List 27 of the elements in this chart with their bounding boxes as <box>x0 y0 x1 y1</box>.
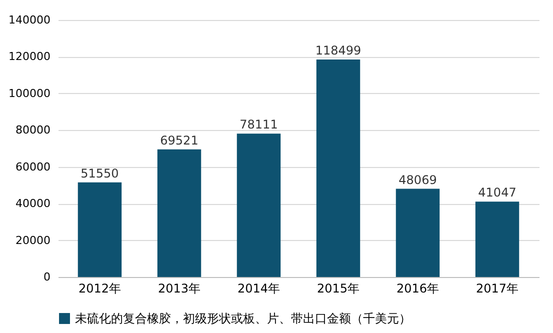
y-tick-label: 20000 <box>16 234 50 247</box>
y-tick-label: 140000 <box>8 14 50 26</box>
x-tick-label: 2013年 <box>158 282 201 296</box>
data-label: 48069 <box>398 172 437 187</box>
x-tick-label: 2012年 <box>78 282 122 296</box>
y-tick-label: 60000 <box>16 160 50 174</box>
y-tick-label: 0 <box>44 270 50 284</box>
bar <box>475 202 520 277</box>
data-label: 51550 <box>80 166 119 180</box>
y-tick-label: 80000 <box>16 124 50 137</box>
x-tick-label: 2017年 <box>476 282 519 296</box>
bar <box>316 59 360 277</box>
data-label: 69521 <box>160 133 198 148</box>
data-label: 118499 <box>315 43 362 58</box>
bar <box>157 149 202 277</box>
x-tick-label: 2016年 <box>396 282 440 296</box>
bar <box>78 182 122 277</box>
y-tick-label: 120000 <box>8 50 50 64</box>
y-tick-label: 40000 <box>16 197 50 210</box>
y-tick-label: 100000 <box>8 86 50 100</box>
x-tick-label: 2014年 <box>237 282 280 296</box>
legend-label: 未硫化的复合橡胶，初级形状或板、片、带出口金额（千美元） <box>75 312 411 326</box>
bar <box>396 188 440 277</box>
x-tick-label: 2015年 <box>316 282 360 296</box>
data-label: 78111 <box>240 118 278 132</box>
bar <box>236 134 281 277</box>
data-label: 41047 <box>478 186 516 200</box>
